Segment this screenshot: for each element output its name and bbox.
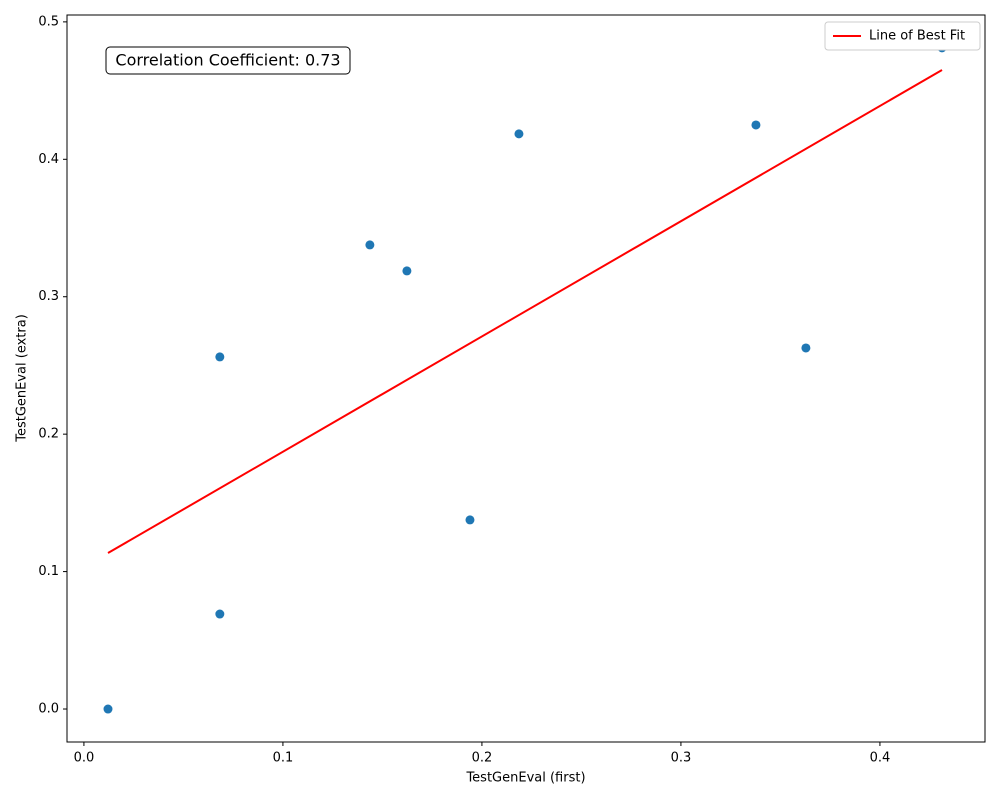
legend-box — [824, 21, 981, 51]
x-tick-label: 0.1 — [273, 751, 294, 766]
y-tick-label: 0.4 — [38, 152, 59, 167]
y-tick-label: 0.2 — [38, 427, 59, 442]
scatter-point — [215, 352, 225, 362]
x-tick-label: 0.3 — [671, 751, 692, 766]
x-tick-label: 0.0 — [74, 751, 95, 766]
scatter-point — [514, 129, 524, 139]
scatter-point — [751, 120, 761, 130]
fit-line — [107, 69, 943, 554]
y-tick-label: 0.1 — [38, 564, 59, 579]
y-tick-label: 0.5 — [38, 14, 59, 29]
plot-frame — [66, 14, 986, 743]
scatter-point — [215, 609, 225, 619]
y-tick-label: 0.0 — [38, 702, 59, 717]
x-tick-label: 0.2 — [472, 751, 493, 766]
x-tick-label: 0.4 — [870, 751, 891, 766]
scatter-point — [801, 343, 811, 353]
scatter-point — [402, 266, 412, 276]
annotation-box — [105, 46, 351, 75]
legend-label: Line of Best Fit — [869, 29, 965, 44]
y-axis-label: TestGenEval (extra) — [15, 314, 30, 443]
scatter-point — [465, 515, 475, 525]
scatter-point — [103, 704, 113, 714]
annotation: Correlation Coefficient: 0.73 — [115, 51, 340, 70]
y-tick-label: 0.3 — [38, 289, 59, 304]
scatter-point — [365, 240, 375, 250]
x-axis-label: TestGenEval (first) — [465, 771, 585, 786]
